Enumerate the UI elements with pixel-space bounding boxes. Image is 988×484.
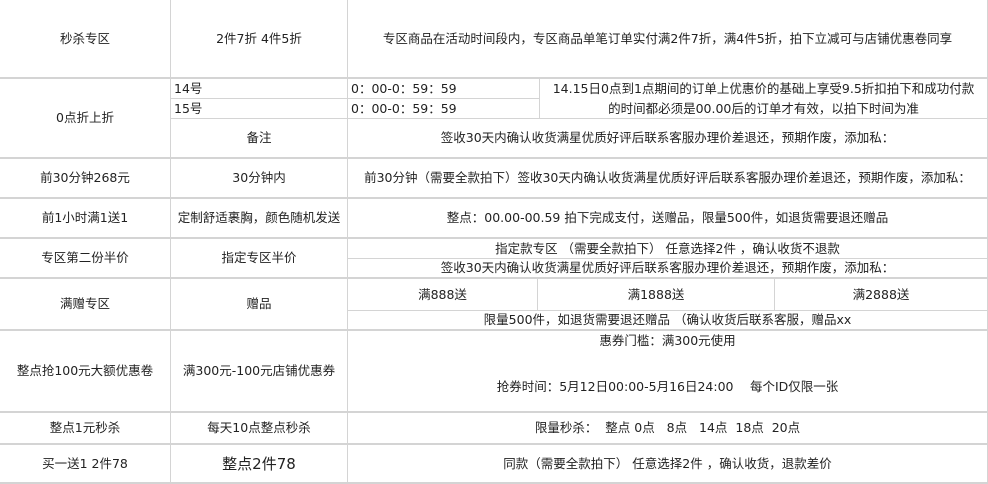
cell-tier: 满1888送 (538, 279, 775, 311)
cell-tier: 满888送 (348, 279, 538, 311)
cell-rule: 整点2件78 (171, 445, 348, 484)
cell-desc: 指定款专区 （需要全款拍下） 任意选择2件 ，确认收货不退款 (348, 239, 988, 259)
cell-name: 前1小时满1送1 (0, 199, 171, 239)
cell-name: 秒杀专区 (0, 0, 171, 79)
cell-name: 买一送1 2件78 (0, 445, 171, 484)
cell-desc: 限量500件，如退货需要退还赠品 （确认收货后联系客服，赠品xx (348, 311, 988, 331)
cell-name: 整点1元秒杀 (0, 413, 171, 445)
cell-desc: 专区商品在活动时间段内，专区商品单笔订单实付满2件7折，满4件5折，拍下立减可与… (348, 0, 988, 79)
cell-desc: 14.15日0点到1点期间的订单上优惠价的基础上享受9.5折扣拍下和成功付款的时… (540, 79, 988, 119)
cell-rule: 每天10点整点秒杀 (171, 413, 348, 445)
cell-rule: 赠品 (171, 279, 348, 331)
cell-desc: 前30分钟（需要全款拍下）签收30天内确认收货满星优质好评后联系客服办理价差退还… (348, 159, 988, 199)
cell-date: 14号 (171, 79, 348, 99)
cell-tier: 满2888送 (775, 279, 988, 311)
cell-name: 满赠专区 (0, 279, 171, 331)
coupon-time: 抢券时间：5月12日00:00-5月16日24:00 每个ID仅限一张 (496, 379, 839, 394)
cell-name: 专区第二份半价 (0, 239, 171, 279)
cell-time: 0：00-0：59：59 (348, 99, 540, 119)
cell-desc: 同款（需要全款拍下） 任意选择2件 ，确认收货，退款差价 (348, 445, 988, 484)
cell-rule: 定制舒适裹胸，颜色随机发送 (171, 199, 348, 239)
cell-name: 整点抢100元大额优惠卷 (0, 331, 171, 413)
cell-date: 15号 (171, 99, 348, 119)
cell-name: 0点折上折 (0, 79, 171, 159)
coupon-threshold: 惠券门槛：满300元使用 (599, 333, 736, 348)
cell-desc: 惠券门槛：满300元使用 抢券时间：5月12日00:00-5月16日24:00 … (348, 331, 988, 413)
cell-note: 签收30天内确认收货满星优质好评后联系客服办理价差退还，预期作废，添加私： (348, 119, 988, 159)
cell-rule: 30分钟内 (171, 159, 348, 199)
cell-desc: 签收30天内确认收货满星优质好评后联系客服办理价差退还，预期作废，添加私： (348, 259, 988, 279)
cell-time: 0：00-0：59：59 (348, 79, 540, 99)
cell-rule: 2件7折 4件5折 (171, 0, 348, 79)
cell-rule: 指定专区半价 (171, 239, 348, 279)
cell-name: 前30分钟268元 (0, 159, 171, 199)
cell-desc: 整点：00.00-00.59 拍下完成支付，送赠品，限量500件，如退货需要退还… (348, 199, 988, 239)
cell-desc: 限量秒杀： 整点 0点 8点 14点 18点 20点 (348, 413, 988, 445)
cell-rule: 满300元-100元店铺优惠券 (171, 331, 348, 413)
cell-note-label: 备注 (171, 119, 348, 159)
